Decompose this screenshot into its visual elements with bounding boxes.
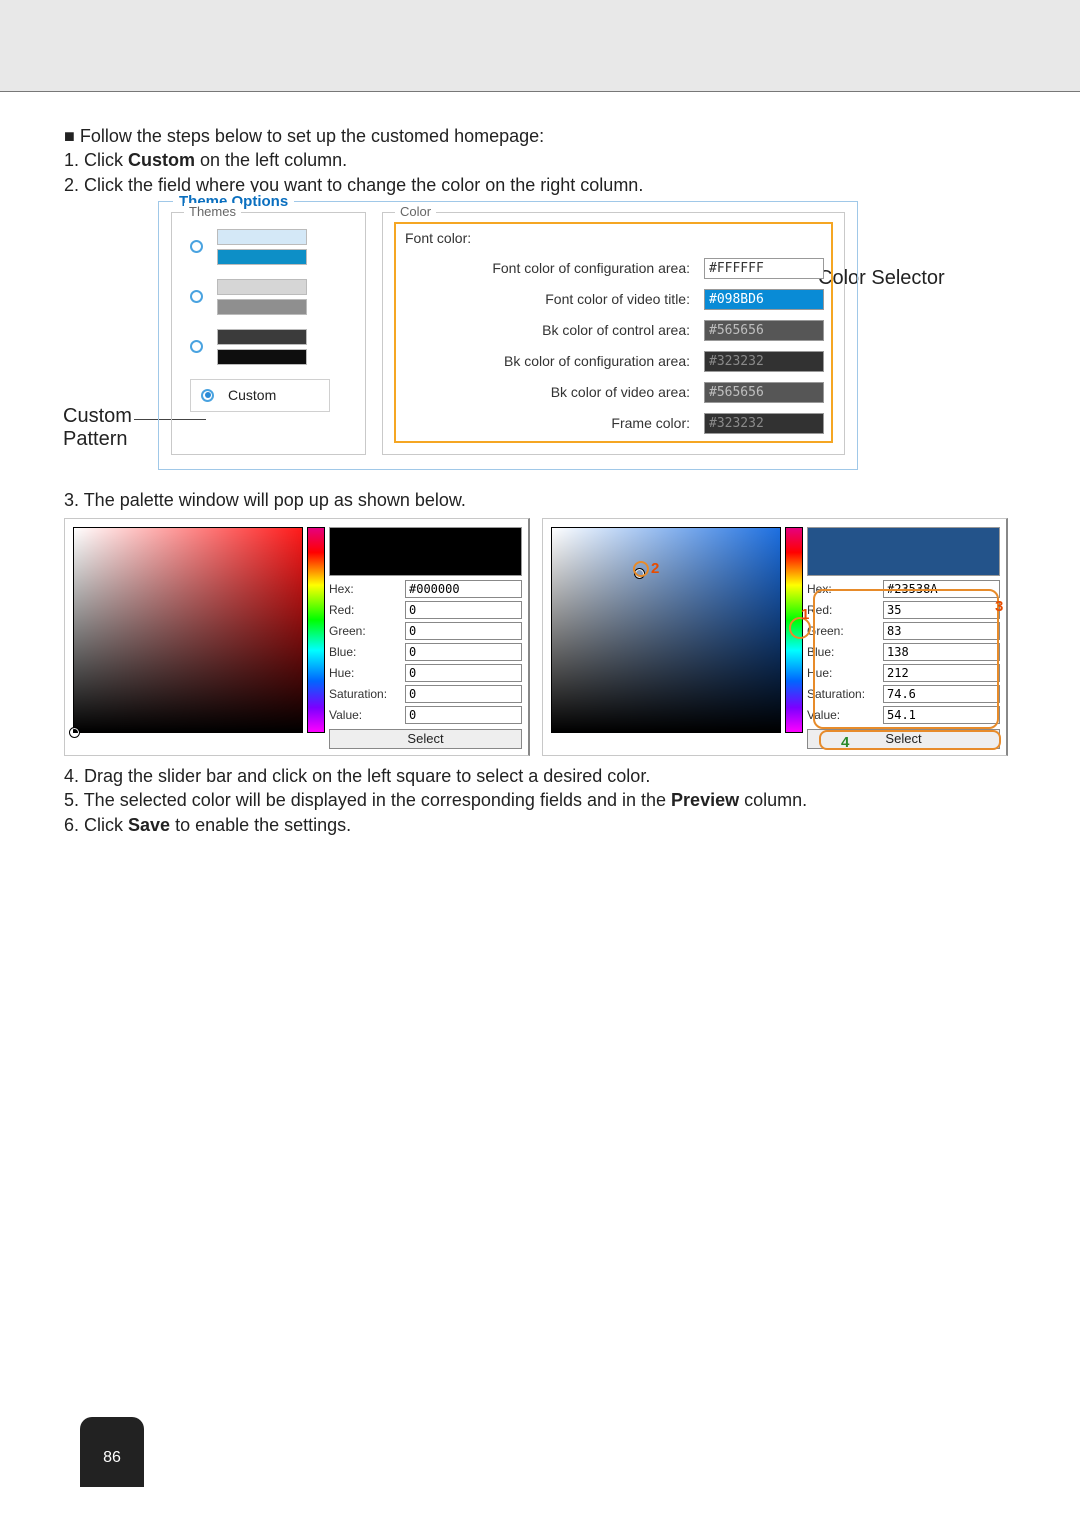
lead-bullet: ■ Follow the steps below to set up the c…	[64, 124, 1016, 148]
annotation-num-3: 3	[995, 597, 1003, 617]
color-field-input[interactable]	[704, 320, 824, 341]
hue-slider[interactable]	[307, 527, 325, 733]
annotation-rect-3	[813, 589, 999, 729]
color-field-label: Bk color of control area:	[403, 321, 690, 340]
steps-4-6: 4. Drag the slider bar and click on the …	[64, 764, 1016, 837]
palette-field-input[interactable]	[405, 664, 522, 682]
radio-theme[interactable]	[190, 240, 203, 253]
step-1-c: on the left column.	[195, 150, 347, 170]
theme-row[interactable]	[190, 329, 353, 365]
select-button[interactable]: Select	[329, 729, 522, 749]
step-1: 1. Click Custom on the left column.	[64, 148, 1016, 172]
step-5: 5. The selected color will be displayed …	[64, 788, 1016, 812]
palette-b: Hex:Red:Green:Blue:Hue:Saturation:Value:…	[542, 518, 1008, 756]
theme-options-figure: Custom Pattern Color Selector Theme Opti…	[158, 201, 1016, 470]
step-6: 6. Click Save to enable the settings.	[64, 813, 1016, 837]
annotation-num-1: 1	[801, 605, 809, 625]
color-field-label: Bk color of configuration area:	[403, 352, 690, 371]
radio-theme[interactable]	[190, 290, 203, 303]
palette-field-label: Value:	[329, 707, 401, 723]
page-number: 86	[80, 1417, 144, 1487]
annotation-num-2: 2	[651, 559, 659, 579]
callout-custom-pattern-l1: Custom	[63, 405, 132, 427]
step-6b: Save	[128, 815, 170, 835]
annotation-rect-4	[819, 730, 1001, 750]
themes-group: Themes Custom	[171, 212, 366, 455]
theme-swatch	[217, 349, 307, 365]
palette-a: Hex: Red: Green: Blue: Hue: Saturation: Value:…	[64, 518, 530, 756]
color-preview	[329, 527, 522, 576]
palette-field-label: Hue:	[329, 665, 401, 681]
color-field-label: Frame color:	[403, 414, 690, 433]
theme-swatch	[217, 229, 307, 245]
step-6c: to enable the settings.	[170, 815, 351, 835]
palette-field-label: Green:	[329, 623, 401, 639]
theme-swatch	[217, 249, 307, 265]
page-header-band	[0, 0, 1080, 92]
color-field-input[interactable]	[704, 382, 824, 403]
palette-field-input[interactable]	[405, 706, 522, 724]
palette-field-label: Saturation:	[329, 686, 401, 702]
theme-row[interactable]	[190, 229, 353, 265]
step-3: 3. The palette window will pop up as sho…	[64, 488, 1016, 512]
color-legend: Color	[395, 203, 436, 221]
color-group: Color Font color:Font color of configura…	[382, 212, 845, 455]
theme-swatch	[217, 329, 307, 345]
palette-field-input[interactable]	[405, 685, 522, 703]
color-field-label: Font color:	[403, 229, 824, 248]
picker-dot[interactable]	[70, 728, 79, 737]
radio-custom[interactable]	[201, 389, 214, 402]
palette-field-label: Hex:	[329, 581, 401, 597]
palette-gradient[interactable]	[73, 527, 303, 733]
step-5a: 5. The selected color will be displayed …	[64, 790, 671, 810]
palette-field-label: Blue:	[329, 644, 401, 660]
theme-swatch	[217, 279, 307, 295]
palette-field-input[interactable]	[405, 643, 522, 661]
color-field-input[interactable]	[704, 413, 824, 434]
palette-field-input[interactable]	[405, 622, 522, 640]
color-field-label: Bk color of video area:	[403, 383, 690, 402]
step-5c: column.	[739, 790, 807, 810]
color-field-input[interactable]	[704, 289, 824, 310]
palette-figures: Hex: Red: Green: Blue: Hue: Saturation: Value:…	[64, 518, 1016, 756]
color-preview	[807, 527, 1000, 576]
step-6a: 6. Click	[64, 815, 128, 835]
theme-row[interactable]	[190, 279, 353, 315]
palette-field-input[interactable]	[405, 580, 522, 598]
palette-gradient[interactable]	[551, 527, 781, 733]
color-field-label: Font color of configuration area:	[403, 259, 690, 278]
step-5b: Preview	[671, 790, 739, 810]
step-1-a: 1. Click	[64, 150, 128, 170]
color-rows-grid: Font color: Font color of configuration a…	[395, 223, 832, 442]
step-4: 4. Drag the slider bar and click on the …	[64, 764, 1016, 788]
themes-legend: Themes	[184, 203, 241, 221]
color-field-label: Font color of video title:	[403, 290, 690, 309]
palette-field-input[interactable]	[405, 601, 522, 619]
callout-custom-pattern: Custom Pattern	[63, 405, 132, 451]
palette-field-label: Red:	[329, 602, 401, 618]
annotation-circle-2	[633, 561, 649, 577]
page-content: ■ Follow the steps below to set up the c…	[0, 92, 1080, 837]
theme-custom-row[interactable]: Custom	[190, 379, 330, 412]
callout-custom-pattern-l2: Pattern	[63, 428, 127, 450]
color-field-input[interactable]	[704, 258, 824, 279]
lead-instructions: ■ Follow the steps below to set up the c…	[64, 124, 1016, 197]
radio-theme[interactable]	[190, 340, 203, 353]
theme-swatch	[217, 299, 307, 315]
custom-label: Custom	[228, 386, 276, 405]
color-field-input[interactable]	[704, 351, 824, 372]
theme-options-fieldset: Theme Options Themes Custom Color Font c…	[158, 201, 858, 470]
step-1-bold: Custom	[128, 150, 195, 170]
